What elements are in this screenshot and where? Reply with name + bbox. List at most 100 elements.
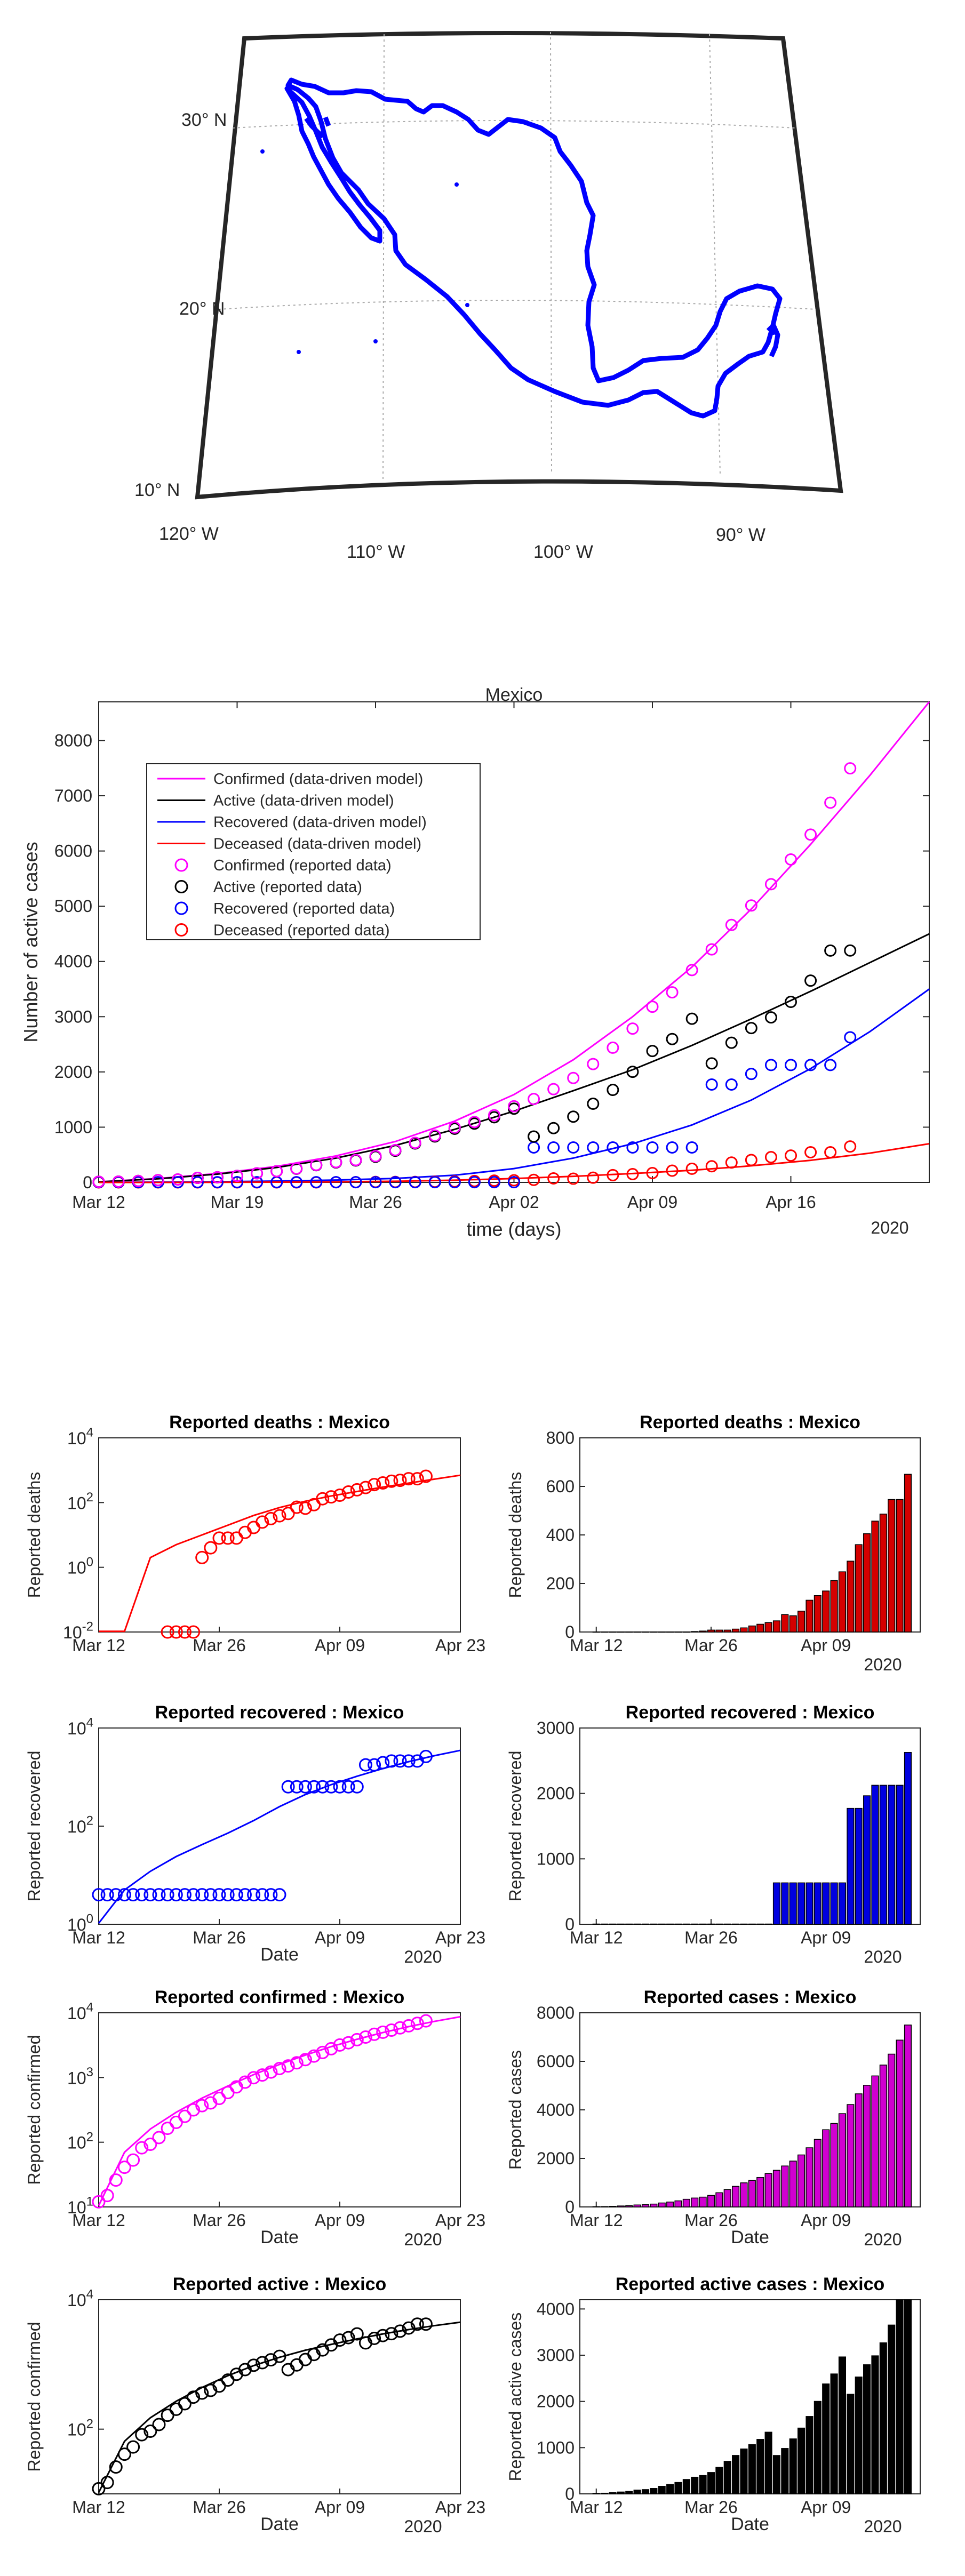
data-point [247,2358,261,2372]
data-point [402,1754,416,1768]
map-island [260,149,265,154]
y-tick-label: 7000 [54,786,92,805]
bar [896,2299,904,2494]
data-point-confirmed [626,1022,639,1035]
bar [814,2139,822,2207]
data-point [368,2027,381,2041]
bar [879,2065,887,2207]
data-point-recovered [685,1141,698,1154]
data-point [152,2131,166,2145]
data-point-confirmed [389,1143,402,1156]
bar [871,1521,879,1633]
bar [830,2123,838,2207]
map-island [465,303,469,307]
x-tick-label: Apr 09 [801,1636,851,1655]
data-point [117,2161,131,2174]
y-tick-label: 102 [67,1814,93,1836]
year-label: 2020 [864,2230,902,2249]
bar [715,2467,723,2494]
bar [592,1631,600,1633]
bar [740,1627,748,1633]
x-tick-label: Apr 23 [435,2211,485,2230]
x-tick-label: Apr 16 [765,1193,816,1212]
map-lon-label-100: 100° W [533,542,593,562]
bar [789,1615,797,1633]
y-tick-label: 0 [565,2197,575,2217]
bar [633,1631,641,1633]
data-point-active [567,1110,580,1123]
data-point-recovered [290,1176,303,1189]
bar [601,1631,609,1633]
mexico-map: 30° N 20° N 10° N 120° W 110° W 100° W 9… [134,31,843,562]
data-point-active [804,974,817,987]
x-tick-label: Mar 12 [570,1636,623,1655]
data-point [117,1888,131,1902]
x-tick-label: Apr 09 [801,1928,851,1947]
x-tick-label: Mar 12 [72,2211,125,2230]
legend-marker-swatch [174,923,188,937]
data-point-confirmed [824,796,837,809]
data-point [341,2036,355,2050]
bar [756,2177,764,2207]
data-point-confirmed [369,1150,382,1163]
x-tick-label: Mar 19 [211,1193,264,1212]
bar [625,1923,633,1925]
bar [682,2479,690,2494]
data-point [161,1888,174,1902]
bar [772,1620,781,1633]
bar [781,2165,789,2207]
data-point [341,1780,355,1794]
data-point-deceased [785,1149,797,1162]
x-tick-label: Apr 09 [627,1193,677,1212]
x-tick-label: Apr 23 [435,1636,485,1655]
year-label: 2020 [404,1947,442,1966]
data-point-active [745,1022,757,1035]
bar [879,1785,887,1925]
bar [682,1923,690,1925]
data-point [135,2141,149,2155]
bar [764,2431,772,2494]
bar [658,2486,666,2494]
y-tick-label: 6000 [537,2052,575,2071]
bar [699,2475,707,2494]
data-point-recovered [547,1141,560,1154]
bar [879,2342,887,2494]
x-tick-label: Mar 12 [72,1928,125,1947]
y-tick-label: 1000 [54,1117,92,1137]
y-axis-label: Reported deaths [506,1472,525,1598]
data-point [341,2331,355,2345]
bar [855,1544,863,1633]
data-point [187,2103,201,2117]
year-label: 2020 [871,1218,908,1237]
y-tick-label: 2000 [537,2392,575,2411]
bar [699,1630,707,1633]
data-point [376,1756,390,1770]
bar [740,2182,748,2207]
panel-title: Reported confirmed : Mexico [155,1987,405,2007]
x-tick-label: Mar 12 [72,2498,125,2517]
bar [674,2200,682,2207]
model-line [98,1749,461,1924]
bar [732,2455,740,2494]
data-point [298,1780,312,1794]
y-tick-label: 2000 [537,1784,575,1803]
legend-label: Confirmed (data-driven model) [213,771,423,788]
data-point [376,2329,390,2342]
data-point [419,2014,433,2028]
bar [641,1631,650,1633]
data-point-confirmed [844,762,857,775]
bar [838,1571,847,1633]
data-point-confirmed [764,878,777,891]
data-point [376,1476,390,1490]
data-point [350,1780,364,1794]
y-tick-label: 6000 [54,842,92,861]
data-point [333,1780,347,1794]
data-point [247,2071,261,2085]
bar [814,1595,822,1633]
data-point-recovered [428,1176,441,1189]
data-point [368,1478,381,1492]
bar [707,1923,715,1925]
x-axis-label: Date [260,2227,299,2247]
data-point-confirmed [508,1100,520,1113]
bar [847,1561,855,1633]
